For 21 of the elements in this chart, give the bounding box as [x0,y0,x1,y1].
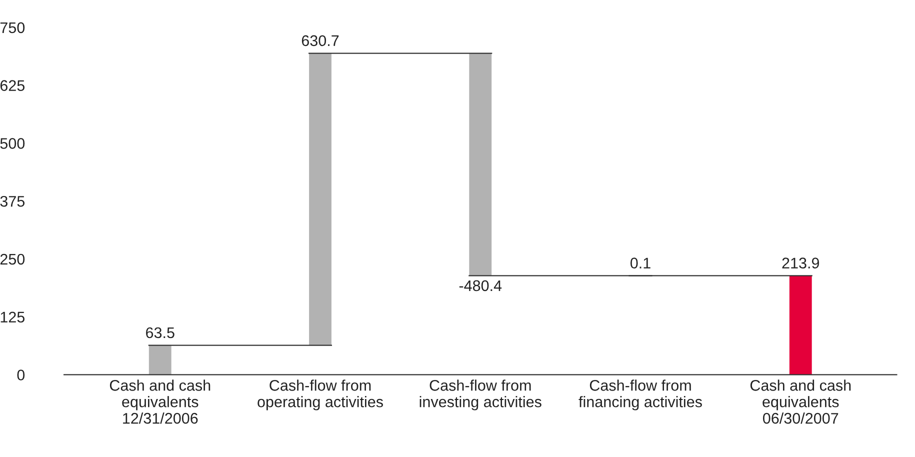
x-tick-label: Cash and cash equivalents 12/31/2006 [110,380,210,424]
y-tick-label: 375 [0,196,25,207]
data-label: -480.4 [459,280,502,292]
y-tick-label: 625 [0,80,25,91]
x-tick-label: Cash and cash equivalents 06/30/2007 [750,380,851,424]
bar [148,345,172,375]
y-tick-label: 250 [0,254,25,265]
data-label: 630.7 [302,35,339,46]
x-tick-label: Cash-flow from investing activities [420,380,542,410]
x-tick-label: Cash-flow from operating activities [258,380,383,410]
bar [309,53,332,346]
y-tick-label: 500 [0,138,25,149]
x-tick-label: Cash-flow from financing activities [578,380,702,410]
data-label: 0.1 [630,258,650,268]
bar [469,53,492,276]
y-tick-label: 750 [0,22,25,34]
data-label: 63.5 [146,327,174,338]
y-tick-label: 125 [0,312,25,323]
bar [789,276,812,375]
data-label: 213.9 [782,258,820,268]
y-tick-label: 0 [17,370,25,380]
